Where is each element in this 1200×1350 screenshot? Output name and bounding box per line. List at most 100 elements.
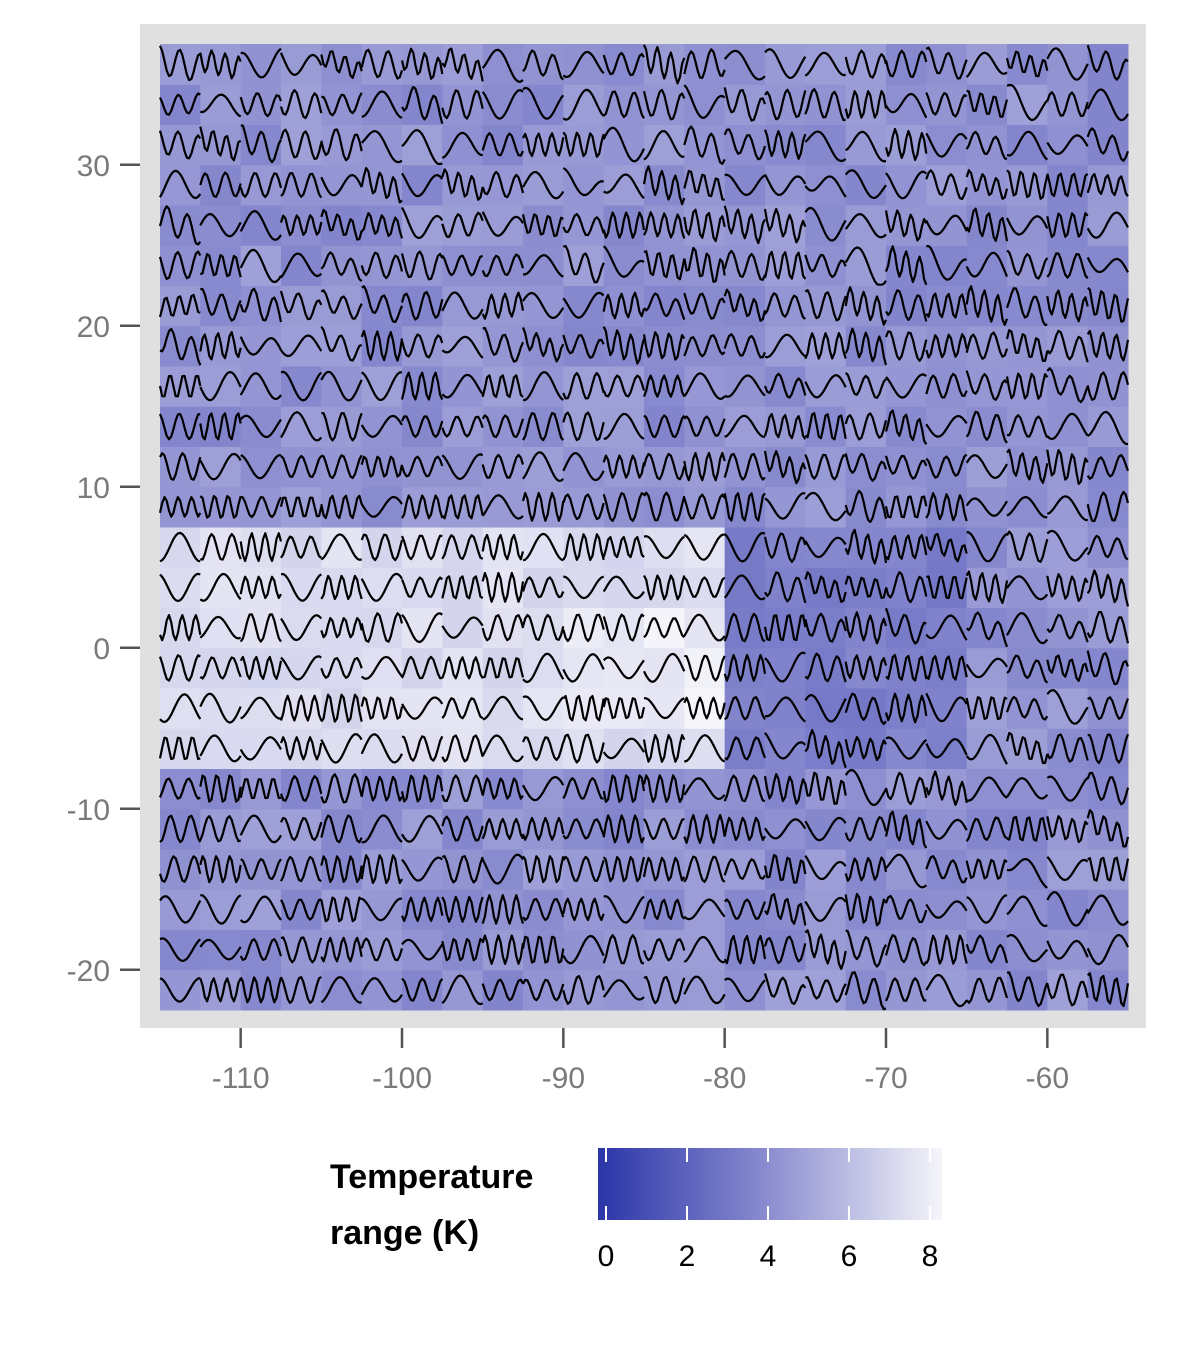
- glyph-line: [724, 374, 766, 398]
- heatmap-cell: [805, 808, 847, 850]
- heatmap-cell: [200, 607, 242, 649]
- glyph-line: [1046, 47, 1089, 81]
- glyph-line: [159, 814, 202, 844]
- glyph-line: [804, 816, 847, 842]
- glyph-line: [522, 86, 565, 120]
- heatmap-cell: [523, 205, 564, 246]
- glyph-line: [925, 692, 968, 723]
- glyph-line: [482, 695, 524, 721]
- heatmap-cell: [603, 567, 645, 608]
- glyph-line: [966, 611, 1009, 648]
- glyph-line: [804, 88, 846, 122]
- glyph-line: [199, 815, 242, 843]
- heatmap-cell: [1007, 969, 1048, 1011]
- glyph-line: [320, 289, 363, 320]
- glyph-line: [965, 410, 1008, 444]
- glyph-line: [481, 374, 524, 398]
- glyph-line: [321, 412, 363, 442]
- glyph-line: [723, 612, 766, 643]
- heatmap-cell: [724, 527, 766, 568]
- heatmap-cell: [240, 808, 282, 850]
- heatmap-cell: [684, 527, 726, 568]
- glyph-line: [764, 48, 807, 79]
- glyph-line: [1006, 575, 1049, 601]
- glyph-line: [683, 125, 726, 165]
- heatmap-cell: [281, 325, 322, 367]
- heatmap-cell: [926, 647, 968, 689]
- glyph-line: [844, 892, 887, 927]
- glyph-line: [441, 211, 484, 238]
- heatmap-cell: [482, 768, 524, 810]
- heatmap-cell: [563, 849, 605, 890]
- glyph-line: [522, 736, 565, 761]
- heatmap-cell: [1087, 84, 1129, 125]
- glyph-line: [925, 770, 968, 806]
- heatmap-cell: [644, 607, 685, 649]
- heatmap-cell: [160, 446, 201, 488]
- glyph-line: [401, 85, 444, 124]
- heatmap-cell: [845, 406, 887, 447]
- glyph-line: [522, 49, 565, 81]
- glyph-line: [522, 855, 565, 884]
- glyph-line: [401, 415, 444, 438]
- heatmap-cell: [563, 446, 605, 488]
- glyph-line: [764, 492, 806, 520]
- glyph-line: [603, 895, 645, 924]
- heatmap-cell: [442, 929, 484, 971]
- glyph-line: [360, 977, 403, 1003]
- heatmap-cell: [886, 728, 927, 769]
- heatmap-cell: [966, 808, 1008, 850]
- glyph-line: [400, 333, 444, 359]
- glyph-line: [1086, 127, 1130, 162]
- glyph-line: [763, 854, 807, 884]
- heatmap-cell: [200, 567, 242, 608]
- glyph-line: [360, 414, 403, 438]
- heatmap-cell: [402, 808, 443, 850]
- glyph-line: [1046, 495, 1088, 522]
- glyph-line: [239, 414, 282, 438]
- glyph-line: [965, 976, 1009, 1004]
- glyph-line: [884, 330, 928, 362]
- heatmap-cell: [886, 607, 927, 649]
- glyph-line: [481, 494, 524, 520]
- glyph-line: [1046, 172, 1089, 198]
- glyph-line: [562, 694, 605, 722]
- glyph-line: [158, 130, 202, 160]
- heatmap-cell: [1047, 164, 1089, 206]
- heatmap-cell: [1087, 205, 1129, 246]
- glyph-line: [481, 734, 524, 763]
- heatmap-cell: [200, 969, 242, 1011]
- glyph-line: [360, 212, 404, 239]
- heatmap-cell: [684, 969, 726, 1011]
- heatmap-cell: [603, 969, 645, 1011]
- glyph-line: [481, 533, 525, 561]
- glyph-line: [643, 617, 686, 639]
- heatmap-cell: [523, 969, 564, 1011]
- glyph-line: [804, 536, 847, 559]
- glyph-line: [1086, 286, 1130, 323]
- heatmap-cell: [160, 567, 201, 608]
- glyph-line: [158, 855, 202, 883]
- legend-title-line1: Temperature: [330, 1158, 533, 1196]
- glyph-line: [1046, 212, 1089, 239]
- glyph-line: [643, 652, 686, 683]
- glyph-line: [239, 532, 283, 563]
- heatmap-cell: [523, 728, 564, 769]
- heatmap-cell: [765, 688, 806, 729]
- glyph-line: [562, 934, 605, 965]
- heatmap-cell: [966, 969, 1008, 1011]
- glyph-line: [239, 248, 282, 284]
- heatmap-cell: [361, 527, 403, 568]
- glyph-line: [1046, 449, 1089, 485]
- heatmap-cell: [644, 527, 685, 568]
- heatmap-cell: [966, 124, 1008, 166]
- heatmap-cell: [281, 164, 322, 206]
- glyph-line: [804, 729, 847, 769]
- glyph-line: [925, 818, 968, 840]
- glyph-line: [1005, 50, 1049, 78]
- glyph-line: [925, 532, 968, 563]
- glyph-line: [239, 210, 282, 241]
- glyph-line: [562, 818, 605, 840]
- glyph-line: [481, 89, 524, 120]
- heatmap-cell: [805, 164, 847, 206]
